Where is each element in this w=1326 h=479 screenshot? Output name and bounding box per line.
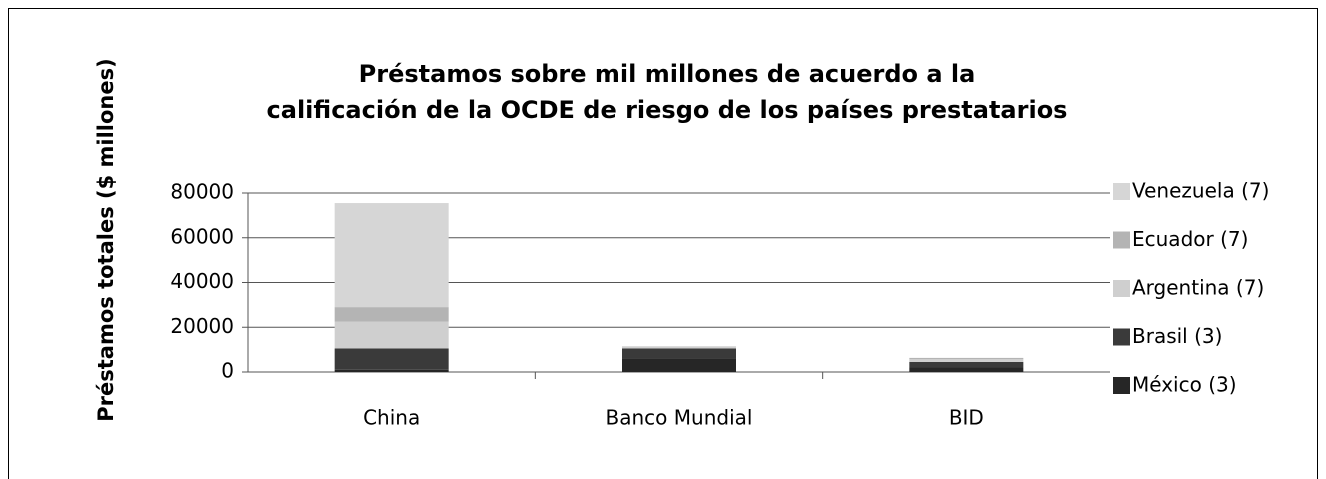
bar-segment [622,358,736,372]
legend-label: Argentina (7) [1132,276,1264,300]
bar-segment [909,357,1024,360]
chart-border [8,8,1318,479]
x-tick-label: BID [949,406,984,430]
y-tick-label: 20000 [170,314,234,338]
bar-segment [334,203,449,308]
bar-segment [334,369,449,372]
bar-segment [909,367,1024,372]
legend-label: Brasil (3) [1132,324,1222,348]
legend-swatch [1113,231,1130,249]
legend-label: Ecuador (7) [1132,227,1248,251]
x-tick-label: China [363,406,420,430]
chart-title: Préstamos sobre mil millones de acuerdo … [359,60,976,88]
legend-swatch [1113,280,1130,297]
y-tick-label: 40000 [170,269,234,293]
legend-swatch [1113,328,1130,346]
legend-swatch [1113,377,1130,394]
y-tick-label: 60000 [170,224,234,248]
bar-segment [334,348,449,370]
legend-label: México (3) [1132,373,1237,397]
y-axis-label: Préstamos totales ($ millones) [94,58,118,421]
bar-segment [334,307,449,322]
bar-segment [909,359,1024,362]
x-tick-label: Banco Mundial [606,406,753,430]
bar-segment [622,346,736,349]
chart-title: calificación de la OCDE de riesgo de los… [267,96,1068,124]
bar-segment [622,348,736,359]
y-tick-label: 0 [221,359,234,383]
legend-label: Venezuela (7) [1132,179,1269,203]
y-tick-label: 80000 [170,180,234,204]
bar-segment [334,321,449,349]
legend-swatch [1113,183,1130,200]
bar-segment [909,361,1024,368]
